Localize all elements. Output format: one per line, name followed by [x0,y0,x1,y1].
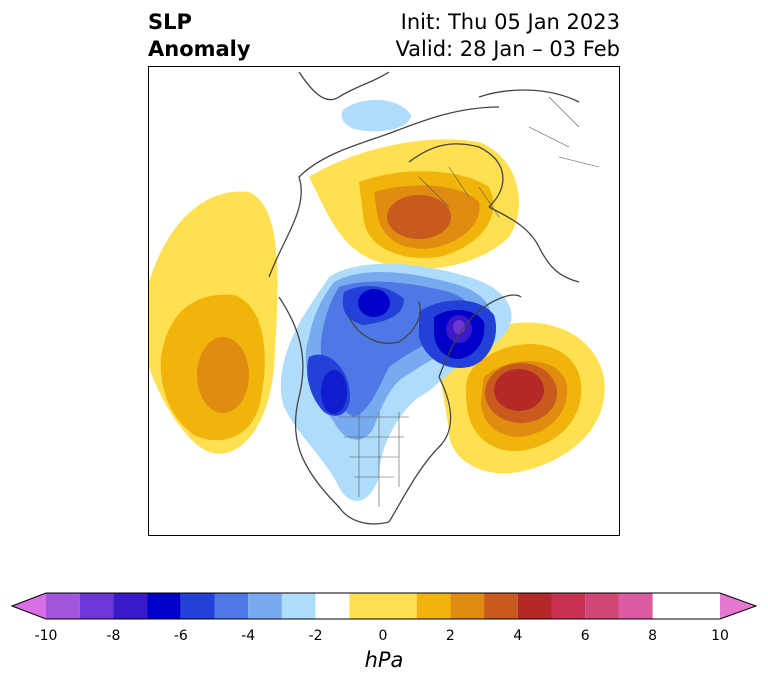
colorbar-swatch-p2 [349,593,417,619]
map-panel [148,66,620,536]
colorbar-over-arrow [720,593,756,619]
colorbar-swatch-p4 [450,593,485,619]
colorbar-swatch-p8 [585,593,619,619]
colorbar-swatch-n9 [46,593,80,619]
title-line-2: Anomaly [148,37,251,61]
colorbar-swatch-p5 [484,593,518,619]
map-title: SLP Anomaly [148,9,251,63]
valid-time: Init: Thu 05 Jan 2023 Valid: 28 Jan – 03… [395,9,620,63]
colorbar-tick-label: 6 [580,628,590,644]
colorbar-swatch-zero [315,593,350,619]
colorbar [0,585,768,635]
political-borders [339,96,600,507]
colorbar-swatch-p7 [551,593,586,619]
europe-low-anomaly [341,99,411,132]
north-pacific-high-anomaly [149,191,278,454]
colorbar-swatch-p9 [618,593,653,619]
colorbar-swatch-n4 [214,593,249,619]
colorbar-swatch-n2 [281,593,316,619]
valid-range: Valid: 28 Jan – 03 Feb [395,37,620,61]
colorbar-tick-label: 10 [711,628,729,644]
colorbar-outline [10,592,758,620]
colorbar-tick-label: -6 [173,628,188,644]
colorbar-swatch-n3 [248,593,282,619]
colorbar-tick-label: 8 [648,628,658,644]
colorbar-swatch-n5 [180,593,215,619]
colorbar-tick-label: 4 [513,628,523,644]
colorbar-swatches [10,592,758,620]
colorbar-under-arrow [12,593,46,619]
coastlines [268,71,580,525]
title-line-1: SLP [148,10,192,34]
colorbar-tick-label: -2 [308,628,323,644]
colorbar-tick-label: 2 [445,628,455,644]
north-atlantic-high-anomaly [441,322,605,474]
colorbar-tick-label: -4 [241,628,256,644]
colorbar-swatch-n8 [79,593,114,619]
init-date: Init: Thu 05 Jan 2023 [400,10,620,34]
anomaly-map [149,71,605,525]
colorbar-swatch-n7 [113,593,148,619]
colorbar-swatch-p3 [416,593,451,619]
colorbar-swatch-n6 [147,593,181,619]
colorbar-tick-label: -10 [34,628,58,644]
colorbar-unit-label: hPa [364,648,404,672]
siberia-high-anomaly [309,139,519,269]
colorbar-tick-label: 0 [378,628,388,644]
colorbar-swatch-p6 [517,593,552,619]
colorbar-tick-label: -8 [106,628,121,644]
